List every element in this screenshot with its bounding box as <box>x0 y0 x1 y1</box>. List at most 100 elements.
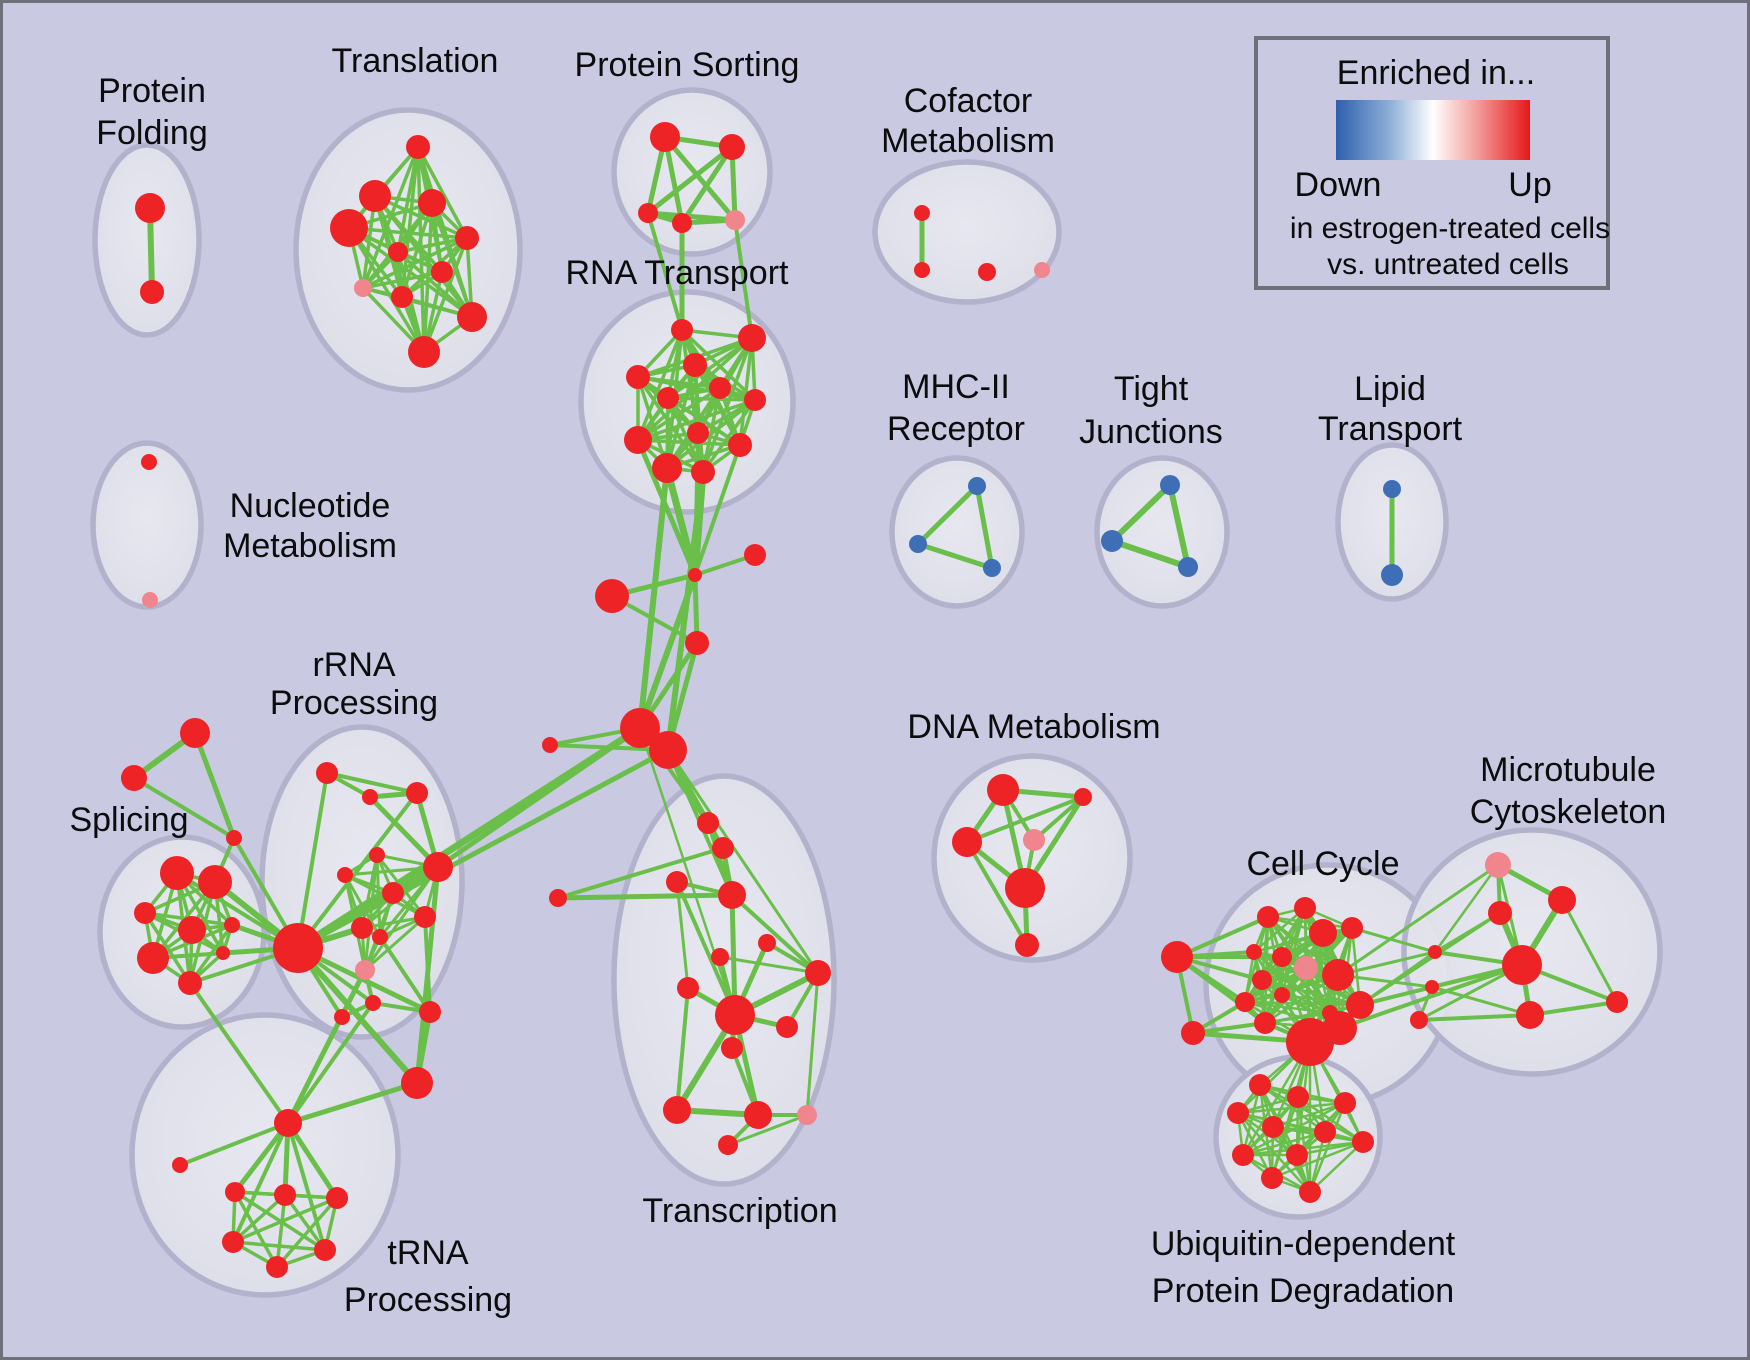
cluster-ellipse-protein-folding <box>92 142 202 338</box>
edge <box>556 846 725 900</box>
gene-set-node-2 <box>406 135 430 159</box>
cluster-label-lipid-transport: Lipid Transport <box>1318 370 1463 448</box>
gene-set-node-41 <box>180 718 210 748</box>
edge <box>638 726 737 1017</box>
edge <box>730 893 820 975</box>
gene-set-node-106 <box>1294 956 1318 980</box>
gene-set-node-50 <box>178 971 202 995</box>
cluster-label-rrna-processing: rRNA Processing <box>270 646 438 722</box>
edge <box>1350 926 1437 954</box>
edge <box>636 375 757 402</box>
gene-set-node-39 <box>649 731 687 769</box>
edge <box>1336 863 1500 977</box>
edge <box>1430 985 1532 1017</box>
gene-set-node-90 <box>718 1135 738 1155</box>
gene-set-node-121 <box>1410 1011 1428 1029</box>
edge <box>132 776 236 840</box>
gene-set-node-65 <box>365 995 381 1011</box>
gene-set-node-92 <box>987 774 1019 806</box>
gene-set-node-63 <box>355 960 375 980</box>
gene-set-node-117 <box>1548 886 1576 914</box>
cluster-label-microtubule-cytoskeleton: Microtubule Cytoskeleton <box>1470 751 1667 831</box>
gene-set-node-19 <box>914 262 930 278</box>
gene-set-node-21 <box>1034 262 1050 278</box>
gene-set-node-30 <box>624 426 652 454</box>
gene-set-node-144 <box>1383 480 1401 498</box>
gene-set-node-56 <box>369 847 385 863</box>
cluster-label-dna-metabolism: DNA Metabolism <box>907 708 1160 746</box>
legend-box <box>1254 36 1610 290</box>
legend-down-label: Down <box>1295 166 1382 204</box>
edge <box>1560 898 1619 1004</box>
edge <box>1528 1000 1619 1017</box>
edge <box>1175 915 1270 959</box>
gene-set-node-91 <box>549 889 567 907</box>
gene-set-node-124 <box>1606 991 1628 1013</box>
edge <box>1236 1101 1347 1115</box>
gene-set-node-78 <box>666 871 688 893</box>
edge <box>192 730 237 841</box>
gene-set-node-66 <box>419 1001 441 1023</box>
gene-set-node-28 <box>744 389 766 411</box>
gene-set-node-26 <box>709 377 731 399</box>
edge <box>347 226 474 319</box>
gene-set-node-120 <box>1425 980 1439 994</box>
cluster-ellipse-cofactor-metabolism <box>872 159 1062 305</box>
cluster-label-protein-folding: Protein Folding <box>96 72 208 152</box>
gene-set-node-38 <box>620 708 660 748</box>
cluster-ellipse-mhc-ii-receptor <box>889 455 1025 609</box>
edge <box>666 748 820 975</box>
gene-set-node-115 <box>1323 1011 1357 1045</box>
gene-set-node-96 <box>1005 868 1045 908</box>
edge <box>726 1113 809 1147</box>
gene-set-node-145 <box>1381 564 1403 586</box>
edge <box>666 396 757 402</box>
edge <box>1336 950 1437 977</box>
gene-set-node-55 <box>406 782 428 804</box>
cluster-label-translation: Translation <box>332 42 499 80</box>
edge <box>679 144 735 226</box>
edge <box>367 794 441 870</box>
edge <box>188 981 290 1125</box>
edge <box>275 1196 339 1269</box>
gene-set-node-97 <box>1015 933 1039 957</box>
gene-set-node-81 <box>711 948 729 966</box>
gene-set-node-34 <box>744 544 766 566</box>
edge <box>645 144 735 216</box>
gene-set-node-14 <box>719 134 745 160</box>
gene-set-node-126 <box>1287 1086 1309 1108</box>
edge <box>1433 863 1500 954</box>
gene-set-node-7 <box>388 242 408 262</box>
gene-set-node-22 <box>671 319 693 341</box>
gene-set-node-71 <box>274 1184 296 1206</box>
gene-set-node-37 <box>685 631 709 655</box>
gene-set-node-127 <box>1334 1092 1356 1114</box>
gene-set-node-74 <box>314 1239 336 1261</box>
gene-set-node-43 <box>226 830 242 846</box>
edge <box>662 134 738 223</box>
gene-set-node-125 <box>1249 1074 1271 1096</box>
edge <box>232 1120 291 1195</box>
gene-set-node-32 <box>652 453 682 483</box>
cluster-label-ubiquitin-protein-degradation: Ubiquitin-dependent Protein Degradation <box>1151 1225 1456 1310</box>
edge <box>286 1121 327 1252</box>
gene-set-node-61 <box>351 917 373 939</box>
edge <box>675 880 737 1017</box>
gene-set-node-132 <box>1232 1144 1254 1166</box>
cluster-labels: Protein Folding Translation Protein Sorting… <box>69 42 1666 1319</box>
edge <box>295 945 420 1086</box>
gene-set-node-122 <box>1502 945 1542 985</box>
edge <box>665 398 757 470</box>
gene-set-node-128 <box>1227 1102 1249 1124</box>
legend: Enriched in... Down Up in estrogen-treated … <box>1254 36 1610 290</box>
cluster-label-trna-processing: tRNA Processing <box>344 1234 512 1319</box>
gene-set-node-54 <box>362 789 378 805</box>
gene-set-node-130 <box>1314 1121 1336 1143</box>
cluster-label-splicing: Splicing <box>69 801 188 839</box>
gene-set-node-136 <box>141 454 157 470</box>
edge <box>347 226 469 240</box>
gene-set-node-68 <box>274 1109 302 1137</box>
gene-set-node-5 <box>330 209 368 247</box>
edge <box>693 443 742 577</box>
